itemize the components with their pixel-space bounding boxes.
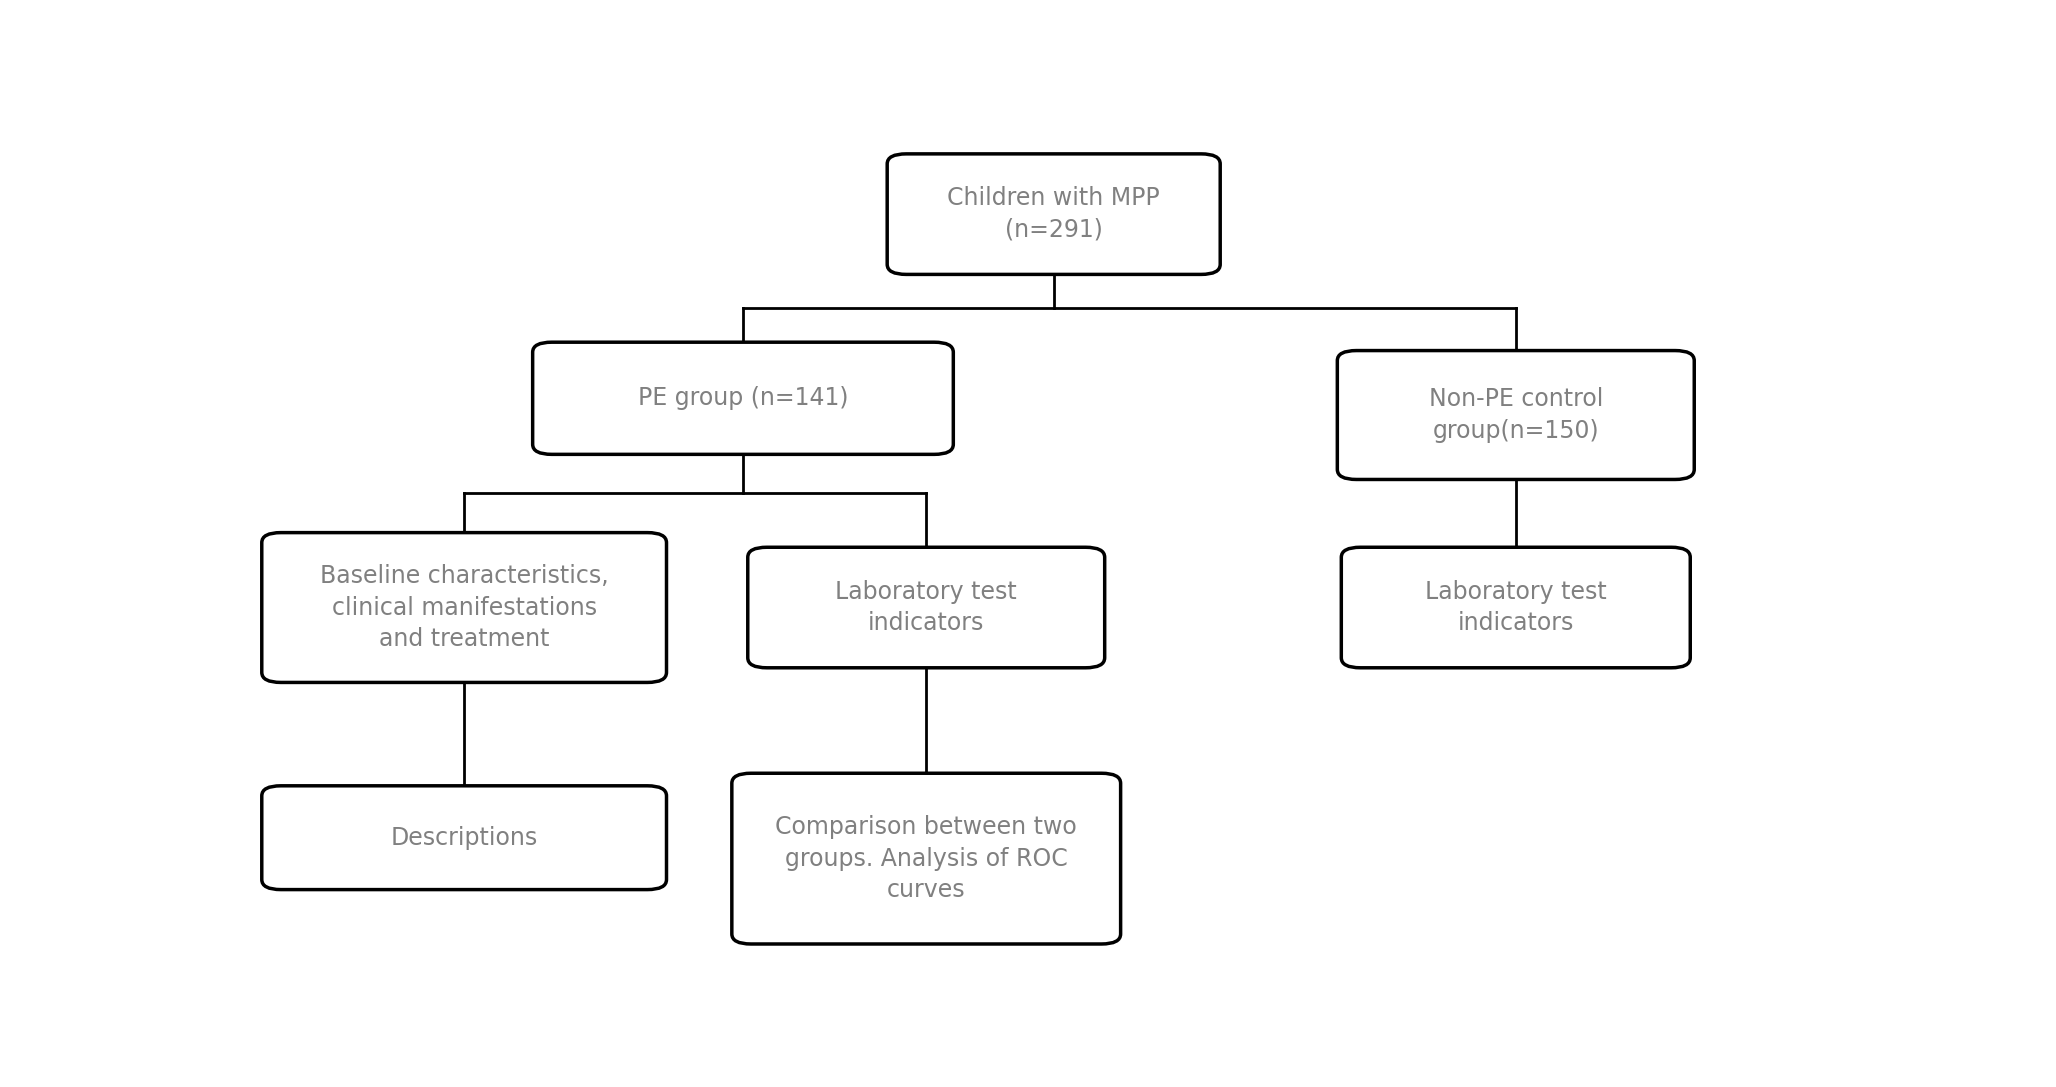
Text: Descriptions: Descriptions bbox=[391, 826, 539, 850]
FancyBboxPatch shape bbox=[261, 533, 666, 683]
FancyBboxPatch shape bbox=[261, 786, 666, 889]
FancyBboxPatch shape bbox=[533, 342, 954, 454]
FancyBboxPatch shape bbox=[1336, 351, 1694, 479]
FancyBboxPatch shape bbox=[888, 154, 1219, 274]
Text: Non-PE control
group(n=150): Non-PE control group(n=150) bbox=[1429, 387, 1604, 442]
FancyBboxPatch shape bbox=[1341, 547, 1690, 667]
FancyBboxPatch shape bbox=[748, 547, 1104, 667]
Text: Baseline characteristics,
clinical manifestations
and treatment: Baseline characteristics, clinical manif… bbox=[321, 564, 609, 651]
FancyBboxPatch shape bbox=[732, 773, 1121, 944]
Text: Comparison between two
groups. Analysis of ROC
curves: Comparison between two groups. Analysis … bbox=[775, 815, 1077, 902]
Text: Children with MPP
(n=291): Children with MPP (n=291) bbox=[948, 186, 1160, 242]
Text: Laboratory test
indicators: Laboratory test indicators bbox=[835, 579, 1018, 635]
Text: Laboratory test
indicators: Laboratory test indicators bbox=[1425, 579, 1606, 635]
Text: PE group (n=141): PE group (n=141) bbox=[637, 386, 849, 410]
